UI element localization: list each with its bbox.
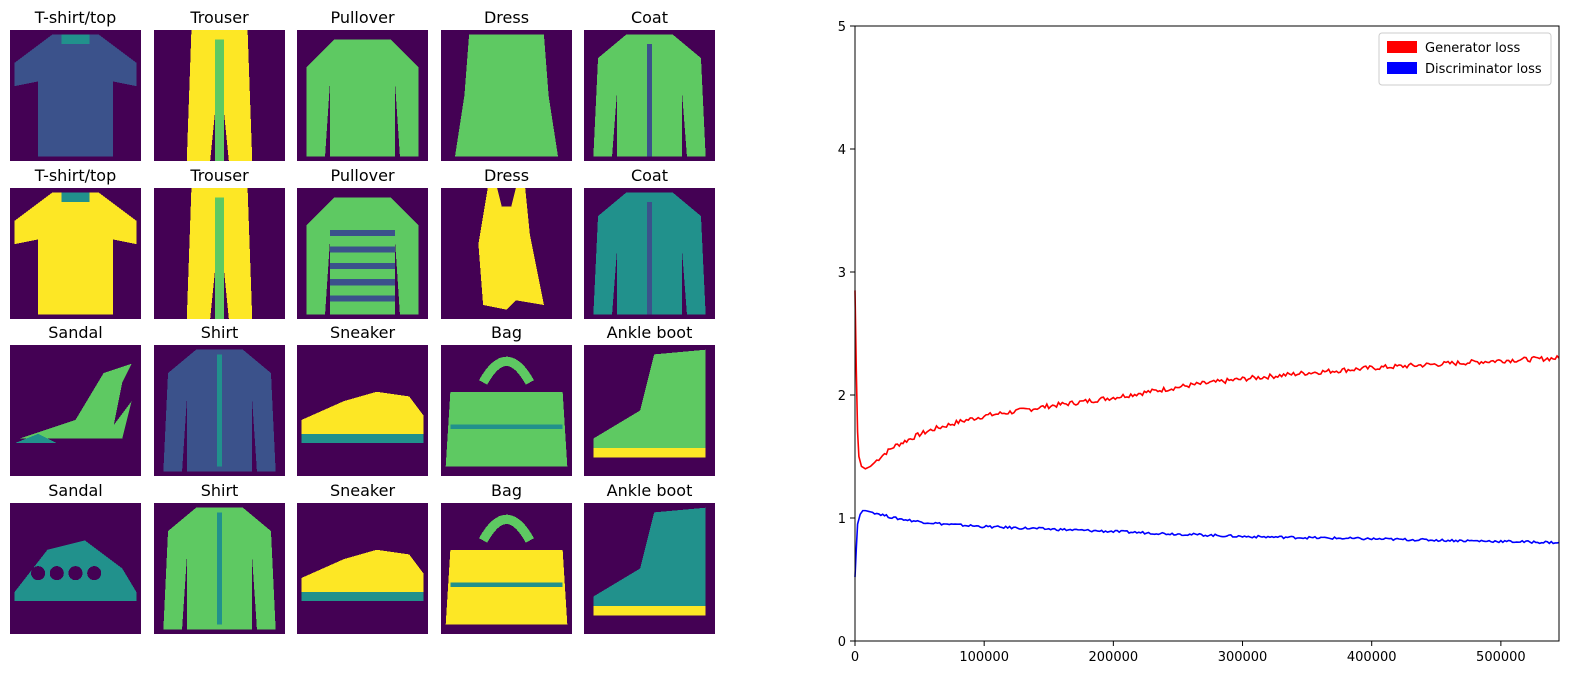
tile-title: Pullover [330,8,395,27]
garment-silhouette [14,363,132,444]
garment-silhouette [306,39,419,157]
legend-label: Discriminator loss [1425,62,1542,77]
garment-silhouette [14,540,137,602]
y-tick-label: 2 [838,389,846,404]
fashion-image-grid: T-shirt/top Trouser Pullover Dress Coat T-shi… [0,0,730,675]
series-line [854,509,1560,578]
garment-silhouette [163,349,276,472]
x-tick-label: 0 [851,650,859,665]
y-tick-label: 1 [838,512,846,527]
tile-image [297,188,428,319]
x-tick-label: 500000 [1476,650,1526,665]
garment-silhouette [14,34,137,157]
tile-image [584,345,715,476]
tile-title: Shirt [200,323,239,342]
tile-image [297,503,428,634]
tile-title: Ankle boot [606,481,693,500]
tile-image [154,188,285,319]
x-tick-label: 100000 [959,650,1009,665]
tile-image [154,30,285,161]
tile-title: Dress [483,166,530,185]
series-line [854,290,1560,470]
tile-image [297,30,428,161]
x-tick-label: 300000 [1218,650,1268,665]
tile-image [584,30,715,161]
garment-silhouette [163,507,276,630]
garment-silhouette [478,188,544,310]
tile-title: Trouser [190,166,249,185]
tile-image [154,503,285,634]
tile-image [154,345,285,476]
garment-silhouette [593,34,706,157]
tile-image [441,30,572,161]
garment-silhouette [445,514,568,625]
tile-title: Sneaker [329,323,396,342]
garment-silhouette [455,34,558,157]
tile-image [297,345,428,476]
tile-title: Dress [483,8,530,27]
tile-image [584,188,715,319]
garment-silhouette [186,188,253,319]
garment-silhouette [186,30,253,161]
tile-title: Coat [630,166,669,185]
legend-swatch [1387,41,1417,53]
tile-image [441,188,572,319]
y-tick-label: 4 [838,143,846,158]
tile-title: Coat [630,8,669,27]
y-tick-label: 0 [838,635,846,650]
legend-box [1378,32,1552,86]
garment-silhouette [306,197,419,315]
legend-swatch [1387,62,1417,74]
tile-title: Ankle boot [606,323,693,342]
legend-label: Generator loss [1425,41,1520,56]
tile-image [584,503,715,634]
tile-image [10,188,141,319]
garment-silhouette [445,356,568,467]
tile-title: Sandal [48,481,103,500]
tile-title: Sneaker [329,481,396,500]
tile-image [10,30,141,161]
tile-title: Bag [491,481,522,500]
garment-silhouette [301,549,424,602]
tile-title: T-shirt/top [34,8,117,27]
tile-image [10,345,141,476]
tile-image [441,345,572,476]
y-tick-label: 5 [838,20,846,35]
loss-chart: 0 100000 200000 300000 400000 500000 0 1 2 3 4 5 Gen… [838,20,1560,665]
axes-frame [854,25,1560,642]
tile-title: T-shirt/top [34,166,117,185]
tile-title: Trouser [190,8,249,27]
x-tick-label: 200000 [1089,650,1139,665]
garment-silhouette [593,192,706,315]
tile-image [10,503,141,634]
garment-silhouette [14,192,137,315]
tile-title: Pullover [330,166,395,185]
garment-silhouette [593,507,706,616]
garment-silhouette [301,391,424,444]
x-tick-label: 400000 [1347,650,1397,665]
tile-image [441,503,572,634]
tile-title: Sandal [48,323,103,342]
tile-title: Bag [491,323,522,342]
garment-silhouette [593,349,706,458]
tile-title: Shirt [200,481,239,500]
y-tick-label: 3 [838,266,846,281]
